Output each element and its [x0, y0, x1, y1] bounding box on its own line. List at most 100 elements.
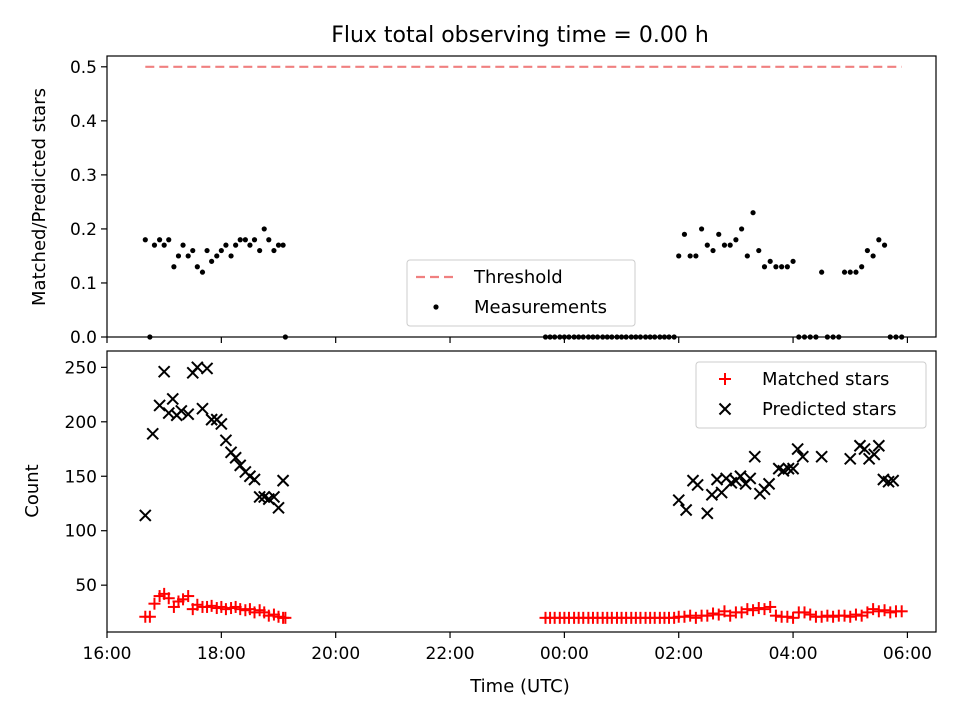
bottom-x-tick-label: 22:00: [426, 644, 475, 664]
predicted-star-point-b: [229, 451, 242, 464]
measurement-point: [721, 242, 728, 248]
predicted-star-point-b: [772, 462, 785, 475]
bottom-panel: 50 100 150 200 250 16:00 18:00 20:00 22:00 00:00 0…: [22, 350, 937, 697]
measurement-point: [859, 264, 865, 270]
measurement-point: [767, 258, 773, 264]
predicted-star-point-b: [219, 434, 233, 447]
bottom-plot-frame: [106, 350, 937, 633]
measurement-point: [698, 226, 705, 232]
predicted-star-point-b: [258, 490, 271, 504]
legend-measurements-label: Measurements: [474, 297, 607, 318]
predicted-star-point-b: [175, 404, 188, 418]
predicted-star-point-b: [267, 490, 281, 504]
matched-star-point: [701, 609, 714, 622]
predicted-star-point: [743, 472, 757, 485]
measurement-point: [739, 226, 745, 232]
matched-star-point: [798, 606, 811, 619]
matched-star-point: [684, 609, 697, 622]
predicted-star-point: [868, 448, 881, 461]
measurement-point: [251, 237, 258, 243]
predicted-star-point: [166, 392, 179, 406]
predicted-star-point: [162, 406, 175, 420]
top-legend: Threshold Measurements: [406, 259, 636, 327]
matched-star-point: [752, 602, 765, 615]
predicted-star-point-b: [882, 475, 895, 488]
top-legend-box: [406, 259, 636, 327]
chart-title: Flux total observing time = 0.00 h: [331, 23, 709, 48]
measurement-point: [237, 237, 243, 243]
predicted-star-point-b: [272, 501, 285, 515]
matched-star-point: [781, 610, 794, 623]
predicted-star-point-b: [181, 407, 195, 421]
predicted-star-point-b: [710, 473, 724, 486]
measurement-point: [180, 242, 186, 248]
predicted-star-point-b: [815, 450, 828, 463]
top-plot-area: 0.0 0.1 0.2 0.3 0.4 0.5 Threshold Measurements: [70, 55, 937, 348]
predicted-star-point: [200, 362, 214, 375]
measurement-point: [881, 242, 888, 248]
matched-star-point: [143, 610, 156, 623]
predicted-star-point: [267, 490, 281, 504]
top-panel: Flux total observing time = 0.00 h 0.00.…: [29, 23, 937, 348]
measurement-point: [716, 231, 722, 237]
measurement-point: [209, 258, 215, 264]
predicted-star-point: [815, 450, 828, 463]
legend-measurements-swatch: [433, 304, 439, 310]
predicted-star-point: [139, 509, 152, 522]
matched-star-point: [895, 605, 908, 618]
bottom-plot-area: 50 100 150 200 250 16:00 18:00 20:00 22:00 00:00 0…: [65, 350, 937, 664]
predicted-star-point: [882, 475, 895, 488]
measurement-point: [199, 269, 206, 275]
predicted-star-point: [181, 407, 195, 421]
measurement-point: [687, 253, 693, 259]
top-y-tick-label: 0.0: [70, 328, 97, 348]
predicted-star-point-b: [215, 417, 228, 431]
measurement-point: [257, 247, 263, 254]
bottom-y-tick-label: 50: [75, 576, 97, 596]
matched-star-point: [884, 606, 897, 619]
bottom-legend: Matched stars Predicted stars: [695, 361, 927, 429]
bottom-y-tick-label: 200: [65, 413, 97, 433]
measurement-point: [704, 242, 710, 248]
measurement-point: [275, 242, 282, 248]
measurement-point: [681, 231, 688, 237]
matched-star-point: [764, 600, 777, 613]
top-y-tick-label: 0.2: [70, 220, 97, 240]
predicted-star-point-b: [253, 490, 266, 504]
predicted-star-point: [715, 486, 728, 499]
measurement-point: [761, 264, 768, 270]
predicted-star-point-b: [734, 470, 747, 483]
measurement-point: [175, 253, 182, 259]
predicted-star-point-b: [162, 406, 175, 420]
bottom-x-tick-label: 16:00: [83, 644, 132, 664]
legend-matched-label: Matched stars: [762, 369, 889, 390]
predicted-star-point-b: [679, 503, 693, 517]
matched-star-point: [787, 611, 800, 624]
predicted-star-point: [791, 442, 804, 456]
matched-star-point: [262, 609, 275, 622]
matched-star-point: [741, 603, 754, 616]
predicted-star-point: [205, 413, 218, 426]
measurement-point: [676, 253, 682, 259]
matched-star-point: [815, 610, 828, 623]
predicted-star-point: [672, 494, 685, 507]
measurement-point: [190, 247, 196, 254]
matched-star-point: [148, 597, 161, 610]
predicted-star-point: [691, 478, 704, 492]
matched-star-point: [804, 608, 817, 621]
measurement-point: [876, 237, 882, 243]
predicted-star-point: [248, 473, 261, 486]
matched-star-point: [191, 598, 204, 611]
matched-star-point: [821, 609, 834, 622]
legend-predicted-swatch: [718, 402, 732, 416]
measurement-point: [819, 269, 825, 275]
matched-star-point: [707, 607, 720, 620]
predicted-star-point-b: [858, 442, 871, 456]
bottom-x-tick-label: 18:00: [197, 644, 246, 664]
bottom-y-tick-label: 250: [65, 358, 97, 378]
top-y-tick-label: 0.4: [70, 112, 97, 132]
bottom-x-tick-label: 04:00: [769, 644, 818, 664]
predicted-star-point: [886, 474, 900, 487]
matched-star-point: [219, 603, 232, 616]
measurement-point: [223, 242, 229, 248]
